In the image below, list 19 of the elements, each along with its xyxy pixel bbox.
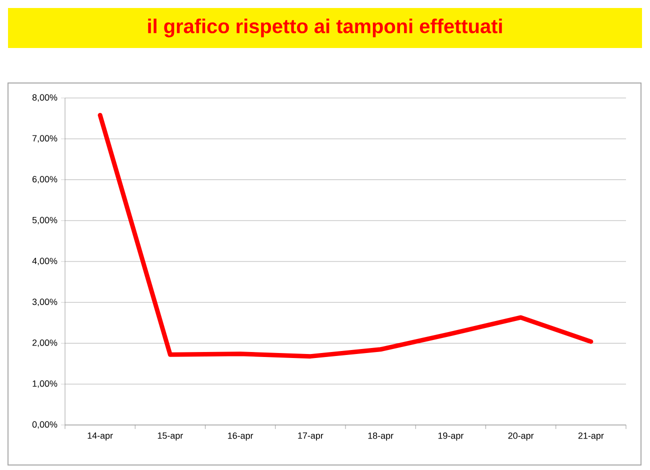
x-tick-label: 14-apr <box>88 432 113 441</box>
x-tick-label: 15-apr <box>158 432 184 441</box>
x-tick-label: 16-apr <box>228 432 254 441</box>
y-tick-label: 2,00% <box>32 340 58 347</box>
y-tick-label: 4,00% <box>32 258 58 266</box>
y-tick-label: 3,00% <box>32 298 58 306</box>
y-tick-label: 5,00% <box>32 216 58 224</box>
y-tick-label: 0,00% <box>32 421 58 429</box>
y-tick-label: 1,00% <box>32 380 58 388</box>
x-tick-label: 21-apr <box>578 432 604 441</box>
y-tick-label: 6,00% <box>32 176 58 184</box>
x-tick-label: 19-apr <box>438 432 464 441</box>
chart-title: il grafico rispetto ai tamponi effettuati <box>148 18 502 38</box>
x-tick-label: 18-apr <box>368 432 394 441</box>
x-tick-label: 20-apr <box>508 432 534 441</box>
line-series <box>98 112 594 359</box>
x-tick-label: 17-apr <box>298 432 324 441</box>
y-tick-label: 8,00% <box>32 94 58 102</box>
y-tick-label: 7,00% <box>32 135 58 143</box>
